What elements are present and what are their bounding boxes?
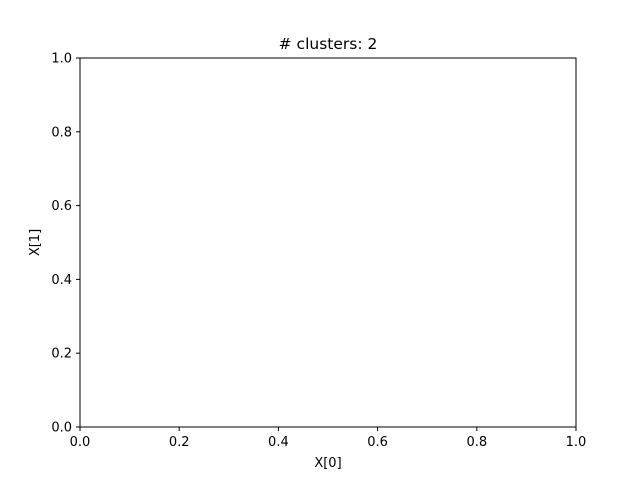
x-tick-label: 1.0 xyxy=(566,435,587,450)
axes-frame xyxy=(79,57,577,428)
x-tick-label: 0.8 xyxy=(466,435,487,450)
y-tick-label: 0.2 xyxy=(51,347,72,362)
axes-background xyxy=(80,58,576,427)
y-axis-label: X[1] xyxy=(28,229,43,256)
y-tick-label: 0.4 xyxy=(51,273,72,288)
plot-area xyxy=(79,57,577,428)
y-axis: 0.0 0.2 0.4 0.6 0.8 1.0 xyxy=(51,52,80,436)
x-axis: 0.0 0.2 0.4 0.6 0.8 1.0 xyxy=(70,427,587,450)
x-axis-label: X[0] xyxy=(314,456,341,471)
x-tick-label: 0.2 xyxy=(169,435,190,450)
y-tick-label: 0.0 xyxy=(51,421,72,436)
chart-title: # clusters: 2 xyxy=(279,35,378,53)
y-tick-label: 0.6 xyxy=(51,199,72,214)
x-tick-label: 0.6 xyxy=(367,435,388,450)
x-tick-label: 0.0 xyxy=(70,435,91,450)
x-tick-label: 0.4 xyxy=(268,435,289,450)
y-tick-label: 0.8 xyxy=(51,125,72,140)
y-tick-label: 1.0 xyxy=(51,52,72,67)
